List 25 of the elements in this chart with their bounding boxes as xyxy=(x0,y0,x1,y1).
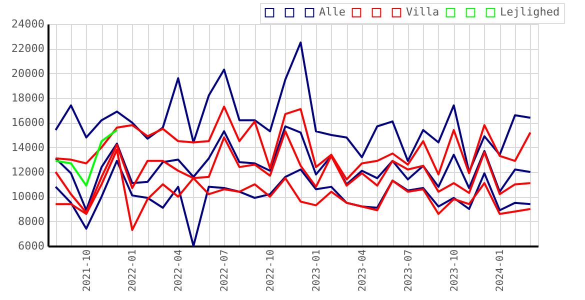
y-tick-label: 24000 xyxy=(11,18,44,30)
x-tick-label: 2021-10 xyxy=(82,250,93,292)
legend-label: Lejlighed xyxy=(500,6,560,19)
x-tick-label: 2023-07 xyxy=(403,250,414,292)
x-tick-label: 2022-10 xyxy=(266,250,277,292)
y-tick-label: 12000 xyxy=(11,166,44,178)
y-tick-label: 6000 xyxy=(18,240,44,252)
y-tick-label: 14000 xyxy=(11,140,44,154)
y-tick-label: 22000 xyxy=(11,42,44,56)
x-tick-label: 2022-01 xyxy=(128,250,139,292)
x-tick-label: 2023-04 xyxy=(357,250,368,292)
y-tick-label: 18000 xyxy=(11,92,44,104)
line-series xyxy=(54,160,532,247)
x-tick-label: 2022-07 xyxy=(220,250,231,292)
y-tick-label: 16000 xyxy=(11,116,44,130)
x-tick-label: 2024-01 xyxy=(495,250,506,292)
legend-label: Alle xyxy=(319,6,346,19)
y-tick-label: 20000 xyxy=(11,66,44,80)
x-tick-label: 2022-04 xyxy=(174,250,185,292)
y-tick-label: 10000 xyxy=(11,190,44,204)
x-tick-label: 2023-01 xyxy=(311,250,322,292)
line-series xyxy=(54,129,118,187)
x-tick-label: 2023-10 xyxy=(449,250,460,292)
legend-label: Villa xyxy=(406,6,440,19)
y-tick-label: 8000 xyxy=(18,214,44,228)
